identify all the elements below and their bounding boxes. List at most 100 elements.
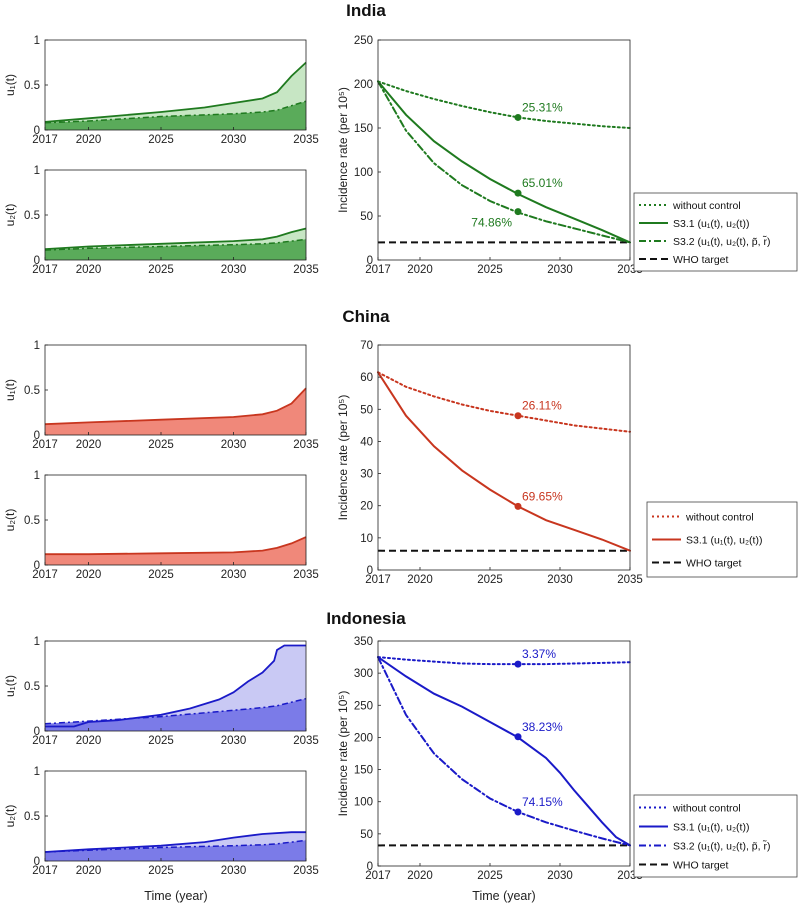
india-incidence-none-line [377,80,631,129]
china-incidence-ytick-label: 50 [360,404,373,416]
india-legend-s31-label: S3.1 (u₁(t), u₂(t)) [673,218,749,230]
china-u1-xtick-label: 2020 [76,439,102,451]
indonesia-incidence-xtick-label: 2020 [407,870,433,882]
india-incidence-xtick-label: 2020 [407,264,433,276]
indonesia-incidence-none-annotation: 3.37% [522,647,556,661]
india-incidence-s31-marker [514,189,522,197]
xlabel-left: Time (year) [144,889,207,903]
china-incidence-ytick-label: 30 [360,469,373,481]
china-u1-ylabel: u₁(t) [3,379,17,401]
china-u2-xtick-label: 2035 [293,569,319,581]
china-u2-ytick-label: 1 [34,470,40,482]
indonesia-incidence-ylabel: Incidence rate (per 10⁵) [336,691,350,817]
indonesia-u1-s31-line [45,644,306,728]
indonesia-incidence-ytick-label: 200 [354,732,373,744]
india-incidence-ytick-label: 0 [367,255,373,267]
india-u2-ytick-label: 0 [34,255,40,267]
india-incidence-ytick-label: 200 [354,79,373,91]
indonesia-incidence-ytick-label: 0 [367,861,373,873]
indonesia-u2-ylabel: u₂(t) [3,805,17,828]
indonesia-legend-s32-label: S3.2 (u₁(t), u₂(t), p̃, r̃) [673,840,770,853]
indonesia-title: Indonesia [326,609,406,628]
indonesia-u1-xtick-label: 2020 [76,735,102,747]
indonesia-incidence-s32-marker [514,808,522,816]
indonesia-u2-xtick-label: 2020 [76,865,102,877]
china-incidence-axes-frame [377,344,631,571]
china-legend-none-label: without control [685,512,754,524]
china-legend-s31-label: S3.1 (u₁(t), u₂(t)) [686,535,762,547]
china-u2-s31-area [45,537,306,565]
india-u1-ytick-label: 0.5 [24,80,40,92]
china-u1-s31-line [44,387,307,426]
india-u1-xtick-label: 2025 [148,134,174,146]
india-incidence-ylabel: Incidence rate (per 10⁵) [336,87,350,213]
china-incidence-ytick-label: 0 [367,565,373,577]
india-legend-none-label: without control [672,200,741,212]
china-incidence-ytick-label: 20 [360,501,373,513]
indonesia-u2-xtick-label: 2017 [32,865,58,877]
indonesia-u1-ylabel: u₁(t) [3,675,17,697]
indonesia-incidence-ytick-label: 300 [354,668,373,680]
china-u2-ylabel: u₂(t) [3,509,17,532]
india-u1-s32-area [45,101,306,130]
indonesia-incidence-xtick-label: 2030 [547,870,573,882]
india-u2-s32-area [45,239,306,260]
india-u1-xtick-label: 2020 [76,134,102,146]
indonesia-incidence-none-line [377,656,631,666]
china-u2-ytick-label: 0.5 [24,515,40,527]
china-incidence-ytick-label: 70 [360,340,373,352]
indonesia-incidence-ytick-label: 350 [354,636,373,648]
india-incidence-ytick-label: 250 [354,35,373,47]
china-u2-xtick-label: 2030 [221,569,247,581]
india-incidence-s32-annotation: 74.86% [471,216,512,230]
india-incidence-ytick-label: 100 [354,167,373,179]
indonesia-incidence-ytick-label: 100 [354,797,373,809]
china-incidence-none-marker [514,412,522,420]
india-incidence-xtick-label: 2030 [547,264,573,276]
india-u2-s31-line [44,227,307,251]
india-incidence-ytick-label: 50 [360,211,373,223]
china-incidence-s31-marker [514,502,522,510]
indonesia-incidence-ytick-label: 150 [354,765,373,777]
china-u2-xtick-label: 2017 [32,569,58,581]
indonesia-incidence-s32-line [377,656,631,847]
china-u1-ytick-label: 0.5 [24,385,40,397]
china-incidence-xtick-label: 2030 [547,574,573,586]
indonesia-u2-xtick-label: 2025 [148,865,174,877]
india-u2-ytick-label: 1 [34,165,40,177]
india-u1-s31-line [44,61,307,123]
indonesia-u1-xtick-label: 2035 [293,735,319,747]
indonesia-u2-ytick-label: 0 [34,856,40,868]
india-legend-who-label: WHO target [673,254,729,266]
india-incidence-xtick-label: 2025 [477,264,503,276]
india-u1-xtick-label: 2017 [32,134,58,146]
indonesia-legend-s31-label: S3.1 (u₁(t), u₂(t)) [673,822,749,834]
india-u1-ytick-label: 0 [34,125,40,137]
indonesia-u2-xtick-label: 2035 [293,865,319,877]
indonesia-u2-ytick-label: 0.5 [24,811,40,823]
china-u1-s31-area [45,388,306,435]
india-incidence-axes-frame [377,39,631,261]
indonesia-u1-xtick-label: 2017 [32,735,58,747]
india-incidence-none-annotation: 25.31% [522,100,563,114]
indonesia-legend-none-label: without control [672,803,741,815]
india-incidence-s32-marker [514,208,522,216]
indonesia-incidence-s31-annotation: 38.23% [522,720,563,734]
indonesia-incidence-s31-marker [514,733,522,741]
india-u1-xtick-label: 2035 [293,134,319,146]
china-u1-ytick-label: 1 [34,340,40,352]
india-incidence-xtick-label: 2017 [365,264,391,276]
china-u1-ytick-label: 0 [34,430,40,442]
china-u2-xtick-label: 2020 [76,569,102,581]
china-incidence-xtick-label: 2020 [407,574,433,586]
india-u2-xtick-label: 2030 [221,264,247,276]
china-incidence-s31-annotation: 69.65% [522,489,563,503]
china-u2-s31-line [45,536,307,556]
india-u2-ytick-label: 0.5 [24,210,40,222]
indonesia-u1-ytick-label: 0 [34,726,40,738]
indonesia-u2-xtick-label: 2030 [221,865,247,877]
india-u2-xtick-label: 2025 [148,264,174,276]
indonesia-u2-ytick-label: 1 [34,766,40,778]
indonesia-incidence-ytick-label: 250 [354,700,373,712]
